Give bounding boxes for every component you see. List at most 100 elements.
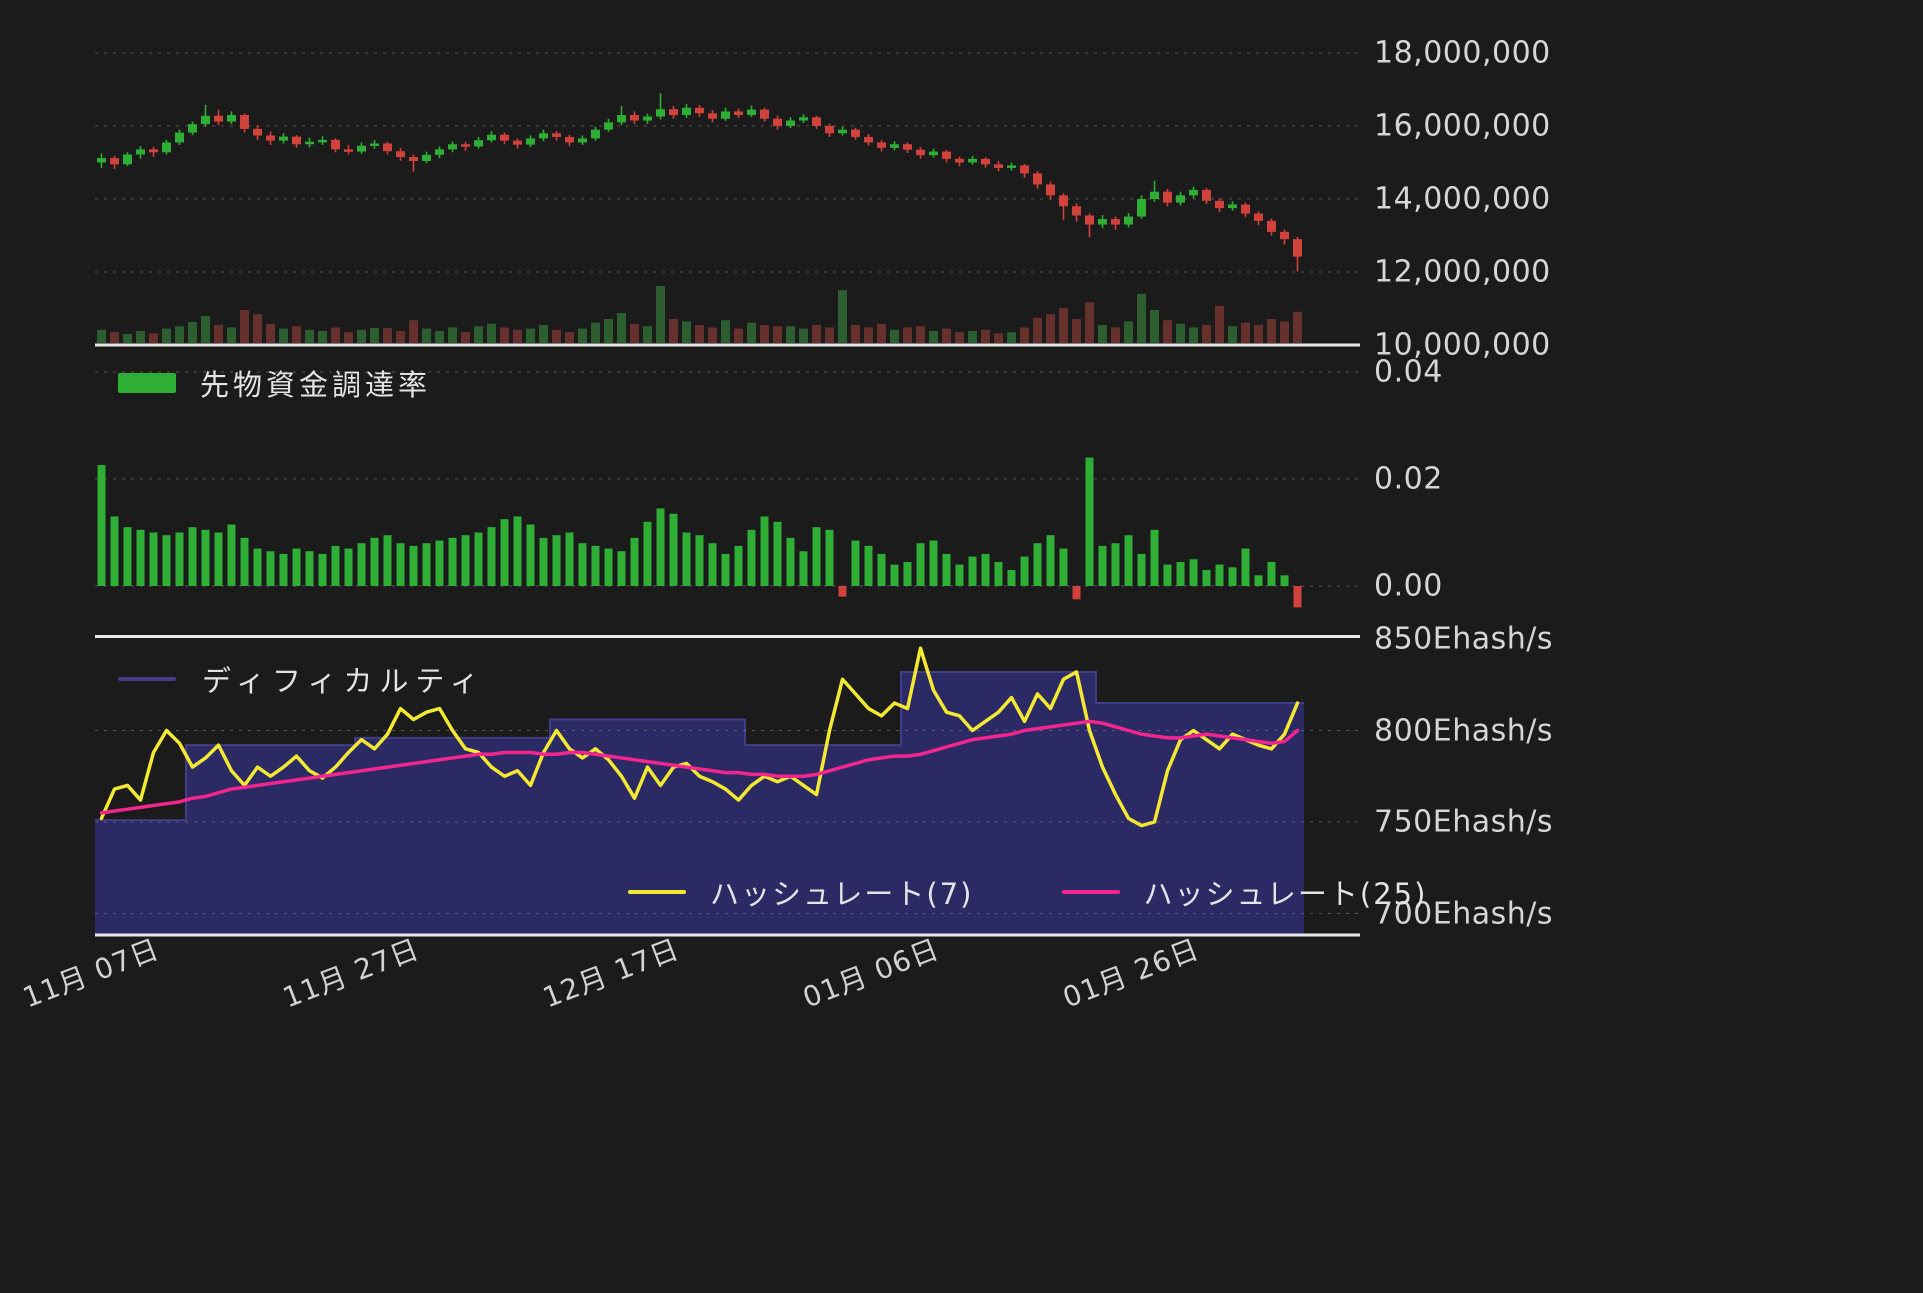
- funding-bar: [929, 540, 938, 586]
- candle-body: [357, 145, 366, 152]
- candle-body: [1098, 219, 1107, 225]
- funding-bar: [565, 532, 574, 586]
- funding-bar: [760, 516, 769, 586]
- volume-bar: [97, 329, 106, 343]
- volume-bar: [955, 332, 964, 343]
- funding-bar: [253, 548, 262, 586]
- volume-bar: [435, 331, 444, 343]
- candle-body: [552, 133, 561, 137]
- volume-bar: [1007, 332, 1016, 343]
- funding-bar: [240, 537, 249, 586]
- candle-body: [812, 117, 821, 126]
- volume-bar: [396, 331, 405, 343]
- hashrate7-swatch-icon: [628, 890, 686, 894]
- volume-bar: [331, 327, 340, 343]
- candle-body: [1254, 213, 1263, 221]
- candle-body: [1020, 165, 1029, 174]
- candle-body: [682, 107, 691, 116]
- candle-body: [591, 129, 600, 139]
- funding-bar: [708, 543, 717, 586]
- candle-body: [695, 107, 704, 114]
- volume-bar: [513, 329, 522, 343]
- candle-body: [162, 142, 171, 153]
- candle-body: [851, 129, 860, 137]
- volume-bar: [565, 332, 574, 343]
- funding-bar: [825, 529, 834, 586]
- volume-bar: [669, 319, 678, 343]
- y-axis-label: 14,000,000: [1374, 181, 1551, 217]
- funding-bar: [162, 535, 171, 586]
- volume-bar: [1033, 317, 1042, 343]
- funding-bar: [1228, 567, 1237, 586]
- difficulty-line: [95, 670, 1304, 822]
- volume-bar: [318, 331, 327, 343]
- candle-body: [487, 134, 496, 141]
- volume-bar: [708, 327, 717, 343]
- volume-bar: [487, 323, 496, 343]
- volume-bar: [1267, 319, 1276, 343]
- y-axis-label: 12,000,000: [1374, 254, 1551, 290]
- volume-bar: [422, 328, 431, 343]
- candle-body: [721, 111, 730, 119]
- volume-bar: [1241, 322, 1250, 343]
- funding-bar: [435, 540, 444, 586]
- volume-bar: [929, 331, 938, 343]
- funding-bar: [617, 551, 626, 586]
- funding-bar: [188, 527, 197, 586]
- candle-body: [1293, 239, 1302, 257]
- funding-bar: [461, 535, 470, 586]
- volume-bar: [227, 327, 236, 343]
- funding-bar: [630, 537, 639, 586]
- funding-bar: [292, 548, 301, 586]
- funding-bar: [149, 532, 158, 586]
- volume-bar: [981, 329, 990, 343]
- funding-bar: [110, 516, 119, 586]
- funding-bar: [1267, 561, 1276, 586]
- funding-bar: [279, 553, 288, 586]
- candle-body: [981, 158, 990, 165]
- candle-body: [630, 115, 639, 121]
- funding-bar: [383, 535, 392, 586]
- hashrate7-line: [99, 646, 1300, 828]
- candle-body: [266, 135, 275, 141]
- x-axis: 11月 07日 11月 27日 12月 17日 01月 06日 01月 26日: [0, 932, 1923, 1062]
- funding-bar: [1098, 545, 1107, 586]
- volume-bar: [461, 332, 470, 343]
- candle-body: [409, 157, 418, 162]
- candle-body: [1267, 220, 1276, 232]
- candle-body: [1085, 215, 1094, 225]
- candle-body: [136, 149, 145, 155]
- candle-body: [773, 118, 782, 126]
- funding-bar: [604, 548, 613, 586]
- candle-body: [1033, 173, 1042, 185]
- y-axis-label: 0.04: [1374, 354, 1443, 390]
- funding-bar: [786, 537, 795, 586]
- hashrate-legend: ハッシュレート(7) ハッシュレート(25): [628, 871, 1427, 913]
- funding-bar: [422, 543, 431, 586]
- candle-body: [1072, 206, 1081, 216]
- funding-bar: [305, 551, 314, 586]
- candle-body: [188, 124, 197, 133]
- difficulty-legend-label: ディフィカルティ: [202, 664, 486, 698]
- funding-bar: [552, 535, 561, 586]
- funding-bar: [487, 527, 496, 586]
- candle-body: [110, 158, 119, 165]
- candle-body: [1215, 200, 1224, 209]
- volume-bar: [136, 331, 145, 343]
- volume-bar: [552, 329, 561, 343]
- candle-body: [1137, 199, 1146, 217]
- y-axis-label: 850Ehash/s: [1374, 621, 1553, 657]
- difficulty-swatch-icon: [118, 677, 176, 681]
- candle-body: [643, 116, 652, 121]
- candle-body: [227, 115, 236, 122]
- funding-bar: [773, 521, 782, 586]
- volume-bar: [825, 327, 834, 343]
- funding-bar: [890, 564, 899, 586]
- candle-body: [1046, 184, 1055, 196]
- funding-bar: [578, 543, 587, 586]
- funding-bar: [175, 532, 184, 586]
- volume-bar: [1085, 302, 1094, 343]
- candle-body: [942, 151, 951, 159]
- funding-bar: [643, 521, 652, 586]
